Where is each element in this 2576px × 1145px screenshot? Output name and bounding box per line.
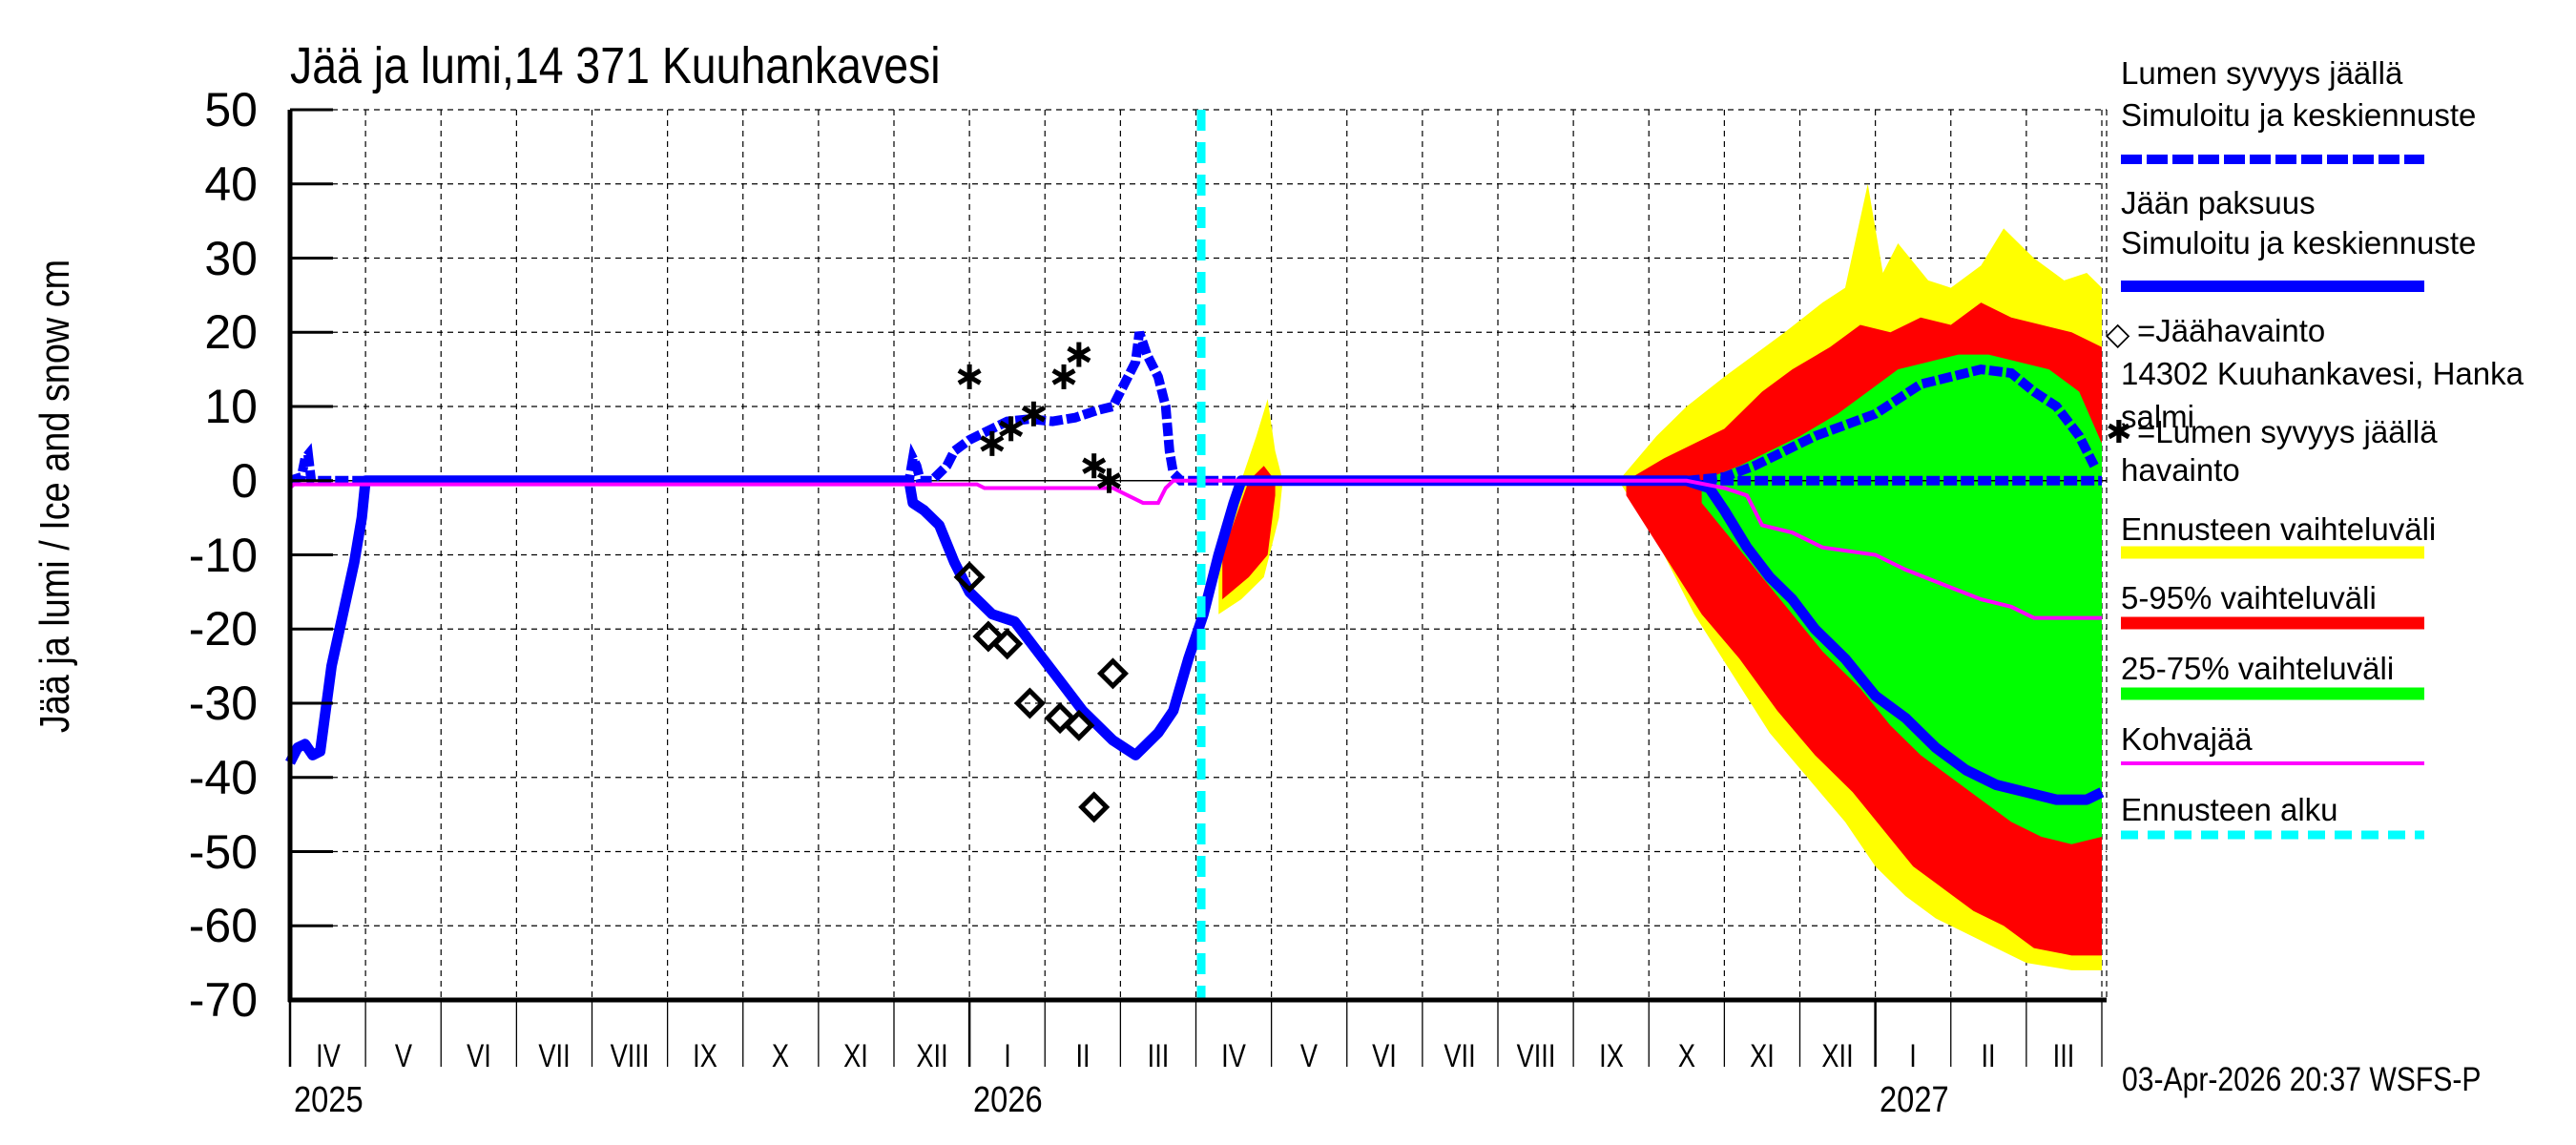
y-tick-label: 10	[204, 380, 258, 433]
month-label: XII	[1821, 1038, 1854, 1074]
y-axis-label: Jää ja lumi / Ice and snow cm	[31, 259, 78, 734]
chart-title: Jää ja lumi,14 371 Kuuhankavesi	[290, 37, 941, 94]
y-tick-label: -30	[188, 677, 258, 730]
legend-snow-sub: Simuloitu ja keskiennuste	[2121, 97, 2477, 133]
month-label: IX	[1598, 1038, 1624, 1074]
month-label: VIII	[610, 1038, 650, 1074]
y-tick-label: 20	[204, 305, 258, 360]
legend-ice-title: Jään paksuus	[2121, 185, 2316, 220]
series-lines	[285, 330, 2105, 805]
month-label: VI	[1372, 1038, 1398, 1074]
y-tick-label: 40	[204, 156, 258, 211]
month-label: I	[1003, 1038, 1011, 1074]
month-label: VII	[538, 1038, 571, 1074]
legend-slush: Kohvajää	[2121, 721, 2253, 757]
legend-snow-obs-2: havainto	[2121, 452, 2240, 488]
legend-range-full: Ennusteen vaihteluväli	[2121, 511, 2437, 547]
y-tick-label: -20	[188, 602, 258, 656]
legend-ice-sub: Simuloitu ja keskiennuste	[2121, 225, 2477, 260]
month-label: IV	[315, 1038, 341, 1074]
month-label: XI	[843, 1038, 869, 1074]
month-label: XI	[1750, 1038, 1775, 1074]
forecast-ranges	[1218, 183, 2102, 970]
y-tick-label: -50	[188, 824, 258, 879]
month-label: VIII	[1516, 1038, 1555, 1074]
y-tick-label: -70	[188, 973, 258, 1027]
month-label: IV	[1221, 1038, 1246, 1074]
month-label: II	[1981, 1038, 1996, 1074]
month-label: V	[394, 1038, 412, 1074]
legend-ice-obs-station-2: salmi	[2121, 399, 2195, 434]
legend-ice-obs-station: 14302 Kuuhankavesi, Hanka	[2121, 356, 2524, 391]
month-label: X	[772, 1038, 790, 1074]
axes	[287, 108, 2107, 1067]
year-label: 2025	[294, 1080, 364, 1120]
y-tick-label: 30	[204, 231, 258, 285]
month-label: II	[1075, 1038, 1091, 1074]
y-tick-label: 50	[204, 83, 258, 136]
legend-ice-obs: =Jäähavainto	[2137, 313, 2326, 348]
year-label: 2027	[1879, 1080, 1949, 1120]
y-tick-label: -10	[188, 528, 258, 582]
month-label: IX	[693, 1038, 718, 1074]
month-label: III	[1147, 1038, 1170, 1074]
y-tick-label: 0	[231, 453, 258, 508]
month-label: X	[1677, 1038, 1695, 1074]
diamond-icon: ◇	[2106, 316, 2130, 351]
y-tick-label: -40	[188, 750, 258, 804]
month-label: III	[2053, 1038, 2075, 1074]
legend-forecast-start: Ennusteen alku	[2121, 792, 2338, 827]
month-label: I	[1909, 1038, 1917, 1074]
y-tick-label: -60	[188, 899, 258, 953]
legend-snow-title: Lumen syvyys jäällä	[2121, 55, 2403, 91]
month-label: VI	[466, 1038, 491, 1074]
legend-snow-obs: =Lumen syvyys jäällä	[2137, 414, 2438, 449]
legend-range-25-75: 25-75% vaihteluväli	[2121, 651, 2395, 686]
month-label: V	[1300, 1038, 1319, 1074]
year-label: 2026	[973, 1080, 1043, 1120]
asterisk-icon: ✱	[2106, 414, 2132, 449]
month-label: XII	[915, 1038, 948, 1074]
timestamp: 03-Apr-2026 20:37 WSFS-P	[2122, 1061, 2482, 1098]
legend-range-5-95: 5-95% vaihteluväli	[2121, 580, 2377, 615]
observations	[953, 342, 1129, 823]
legend-swatches	[2121, 155, 2424, 840]
month-label: VII	[1444, 1038, 1477, 1074]
